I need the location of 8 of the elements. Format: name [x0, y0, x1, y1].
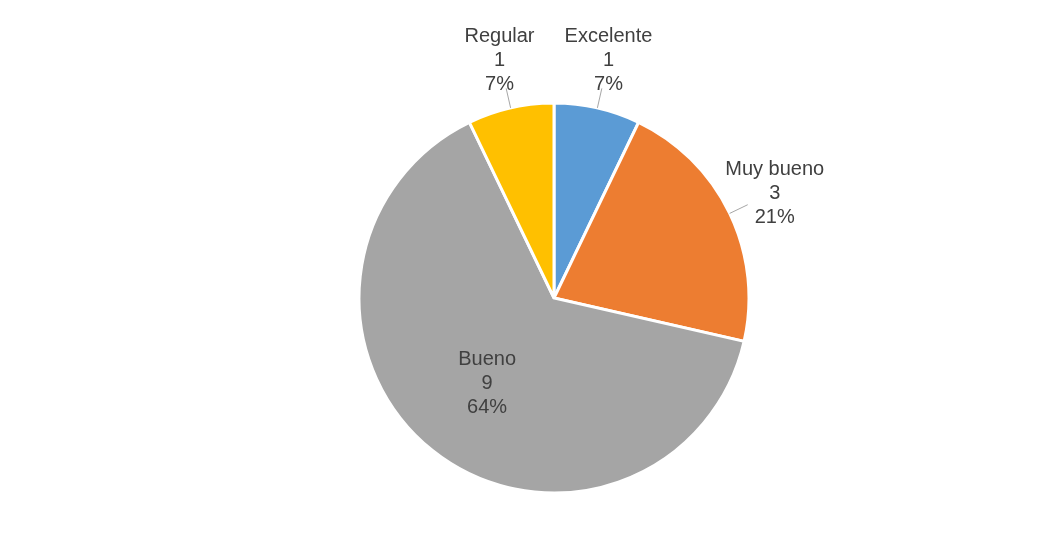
data-label: 1 7%: [594, 48, 624, 95]
data-label: 9 64%: [467, 370, 508, 417]
data-label: 1 7%: [485, 48, 515, 95]
data-label: 3 21%: [754, 180, 795, 227]
slice-label: Regular: [464, 24, 535, 47]
slice-label: Muy bueno: [725, 156, 825, 179]
slice-label: Excelente: [564, 24, 653, 47]
slice-label: Bueno: [458, 346, 517, 369]
